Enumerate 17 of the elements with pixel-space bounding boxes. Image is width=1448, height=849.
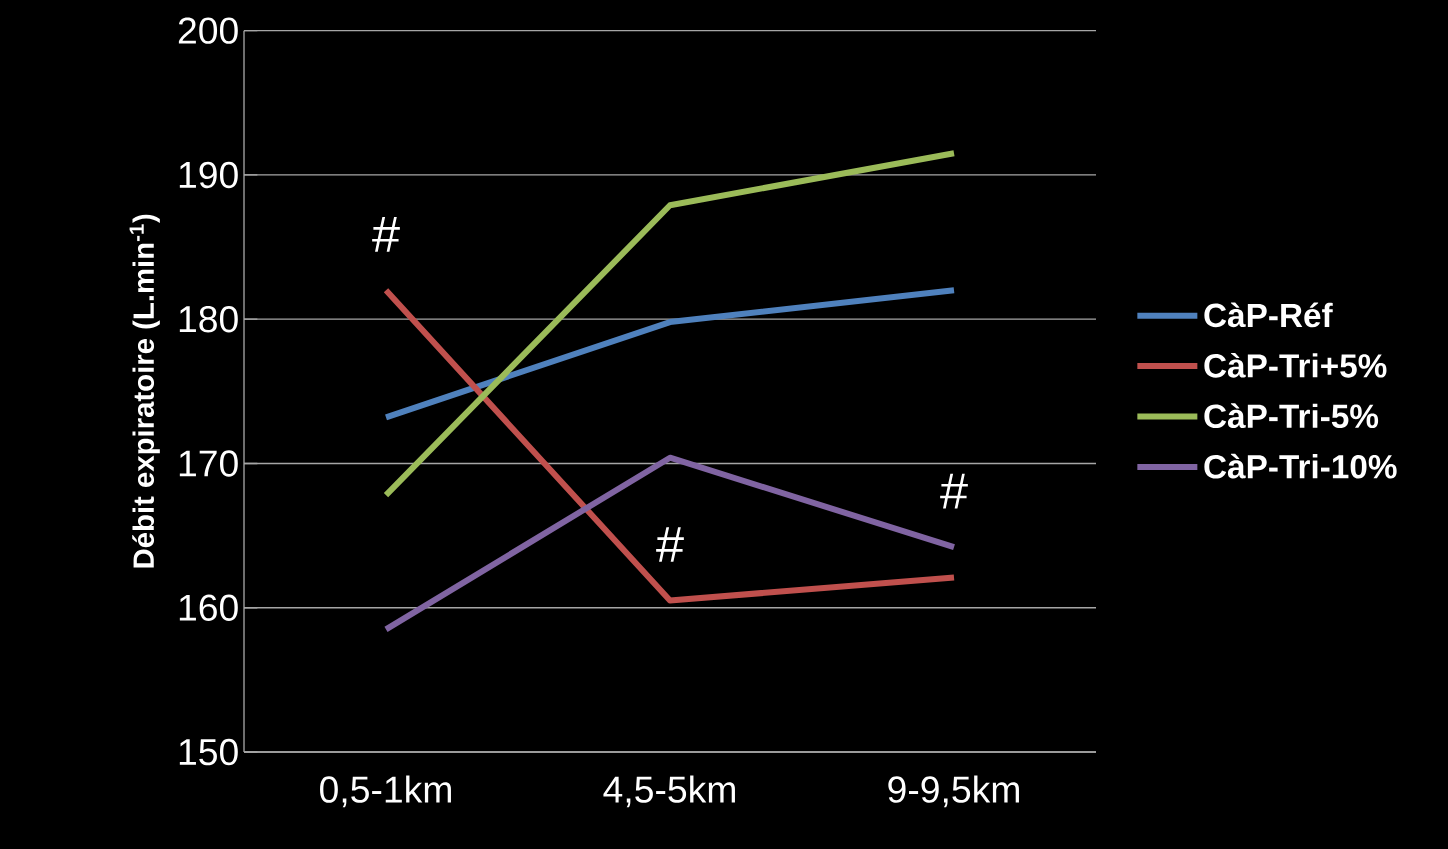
y-tick-label: 150 (179, 738, 238, 766)
y-tick-label: 190 (179, 161, 238, 189)
x-tick-label: 4,5-5km (603, 775, 735, 808)
y-tick-label: 200 (178, 17, 238, 44)
legend-label: CàP-Tri-10% (1204, 453, 1397, 479)
x-tick-label: 0,5-1km (320, 775, 451, 808)
legend-label: CàP-Tri-5% (1204, 403, 1379, 429)
annotation: # (940, 473, 968, 509)
y-tick-label: 160 (179, 594, 238, 621)
y-tick-label: 170 (179, 450, 238, 477)
annotation: # (656, 527, 684, 562)
x-tick-label: 9-9,5km (888, 775, 1019, 808)
y-axis-title: Débit expiratoire (L.min$^{-1}$) (129, 214, 160, 568)
legend-label: CàP-Réf (1204, 302, 1333, 328)
legend-label: CàP-Tri+5% (1204, 352, 1387, 378)
y-tick-label: 180 (179, 305, 238, 333)
annotation: # (372, 217, 400, 252)
